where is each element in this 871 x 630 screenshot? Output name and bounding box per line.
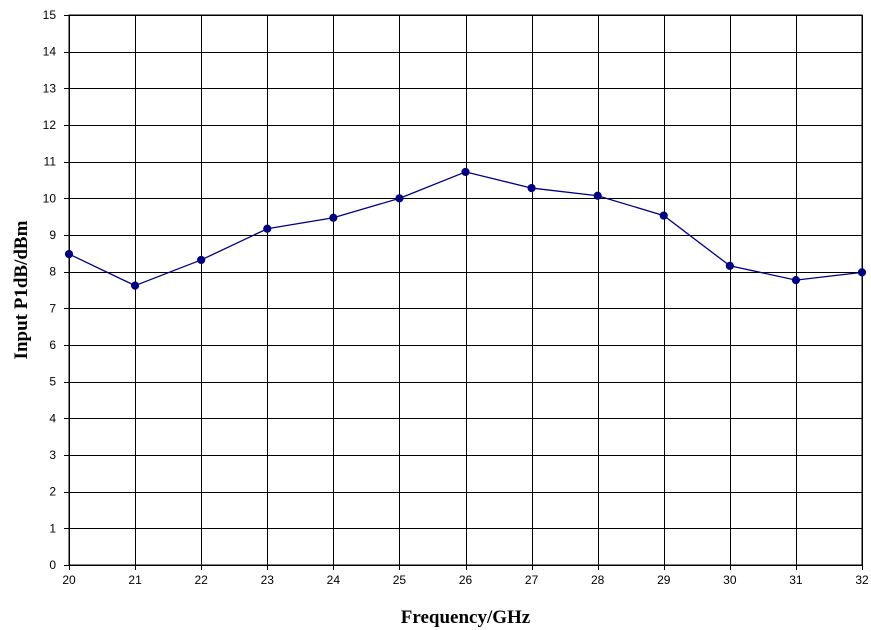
data-point: [197, 255, 206, 265]
x-tick-label: 20: [62, 573, 76, 587]
data-point: [263, 224, 272, 233]
data-point: [857, 268, 867, 277]
data-point: [64, 249, 74, 259]
y-tick-label: 11: [44, 155, 57, 169]
x-tick-label: 23: [261, 573, 275, 587]
x-tick-label: 26: [459, 573, 473, 587]
data-point: [791, 276, 801, 285]
x-tick-label: 30: [723, 573, 737, 587]
series-group: [64, 167, 867, 290]
y-tick-label: 10: [43, 191, 57, 205]
data-series: [64, 167, 867, 290]
y-tick-label: 4: [49, 411, 56, 425]
y-tick-label: 7: [49, 301, 56, 315]
y-tick-label: 12: [43, 118, 57, 132]
y-tick-label: 15: [43, 8, 57, 22]
x-tick-label: 27: [525, 573, 539, 587]
y-tick-label: 2: [49, 485, 56, 499]
x-tick-label: 28: [591, 573, 605, 587]
data-point: [725, 261, 734, 270]
axis-ticks: [64, 15, 863, 570]
plot-area-frame: [68, 14, 863, 566]
y-tick-label: 14: [43, 45, 57, 59]
x-tick-label: 24: [327, 573, 341, 587]
y-tick-label: 6: [49, 338, 56, 352]
x-tick-label: 22: [194, 573, 208, 587]
y-axis-title: Input P1dB/dBm: [11, 220, 32, 359]
y-tick-label: 13: [43, 81, 57, 95]
data-point: [527, 183, 536, 193]
x-axis-title: Frequency/GHz: [401, 607, 531, 628]
x-tick-label: 21: [128, 573, 142, 587]
data-point: [329, 213, 338, 222]
y-tick-label: 3: [49, 448, 56, 462]
x-axis-tick-labels: 20 21 22 23 24 25 26 27 28 29 30 31 32: [62, 573, 869, 587]
y-tick-label: 0: [49, 558, 56, 572]
data-point: [659, 211, 668, 220]
data-point: [593, 191, 602, 200]
data-point: [395, 194, 404, 203]
x-tick-label: 29: [657, 573, 671, 587]
x-tick-label: 25: [393, 573, 407, 587]
y-tick-label: 5: [49, 375, 56, 389]
x-tick-label: 32: [855, 573, 869, 587]
data-point: [130, 281, 140, 290]
data-point: [461, 167, 470, 177]
y-tick-label: 9: [49, 228, 56, 242]
y-tick-label: 1: [49, 521, 56, 535]
x-tick-label: 31: [789, 573, 803, 587]
y-tick-label: 8: [49, 265, 56, 279]
